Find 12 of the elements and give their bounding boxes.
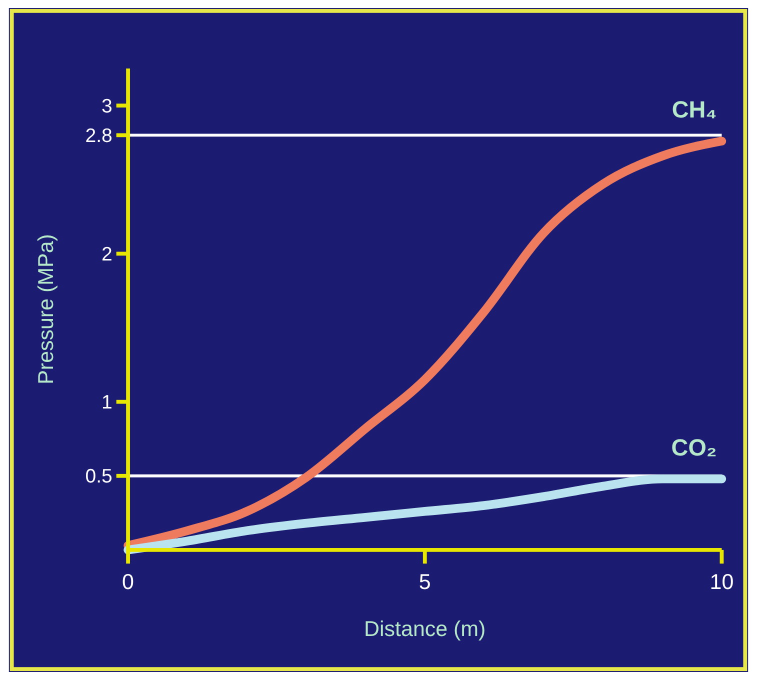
series-label: CH₄ (672, 96, 717, 123)
y-axis-title: Pressure (MPa) (34, 234, 58, 384)
x-tick-label: 0 (122, 570, 134, 594)
y-tick-label: 2 (102, 244, 112, 266)
y-tick-label: 0.5 (85, 466, 113, 488)
series-label: CO₂ (671, 434, 717, 460)
y-tick-label: 2.8 (85, 125, 112, 148)
y-tick-label: 1 (102, 392, 112, 414)
x-tick-label: 10 (710, 570, 734, 594)
y-tick-label: 3 (102, 95, 112, 118)
x-tick-label: 5 (418, 570, 431, 594)
x-axis-title: Distance (m) (364, 616, 486, 641)
